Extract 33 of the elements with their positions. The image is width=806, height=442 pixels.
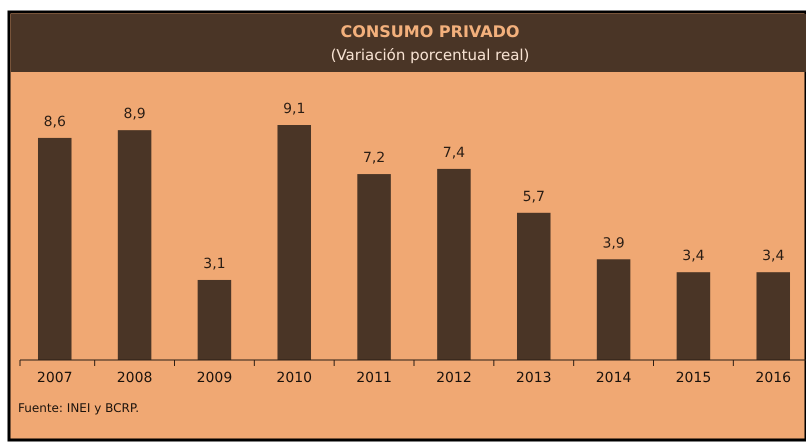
bar — [437, 168, 471, 360]
data-label: 3,1 — [203, 256, 226, 272]
bar — [118, 130, 152, 360]
x-tick-label: 2009 — [196, 370, 232, 386]
data-label: 7,4 — [442, 144, 466, 161]
x-tick-label: 2012 — [436, 370, 472, 386]
bar — [676, 272, 710, 360]
chart-title: CONSUMO PRIVADO — [340, 22, 520, 41]
data-label: 8,9 — [123, 106, 146, 122]
x-tick-label: 2010 — [276, 370, 312, 386]
x-tick-label: 2013 — [516, 370, 552, 386]
bar — [357, 174, 391, 360]
x-tick-label: 2011 — [356, 370, 392, 386]
x-tick-label: 2008 — [116, 370, 152, 386]
x-tick-label: 2015 — [676, 370, 712, 386]
data-label: 8,6 — [44, 114, 66, 130]
bar — [277, 125, 312, 360]
source-note: Fuente: INEI y BCRP. — [18, 401, 140, 415]
data-label: 5,7 — [522, 188, 545, 205]
x-tick-label: 2007 — [36, 370, 73, 386]
x-tick-label: 2014 — [596, 370, 632, 386]
data-label: 7,2 — [362, 150, 386, 166]
x-tick-label: 2016 — [755, 370, 792, 386]
data-label: 3,4 — [682, 248, 705, 264]
data-label: 3,9 — [602, 235, 625, 252]
bar — [756, 272, 790, 360]
data-label: 9,1 — [283, 101, 306, 117]
chart-subtitle: (Variación porcentual real) — [330, 46, 530, 64]
bar — [596, 259, 630, 360]
bar — [516, 212, 551, 360]
bar — [198, 280, 232, 360]
data-label: 3,4 — [762, 248, 784, 264]
bar — [38, 138, 72, 360]
